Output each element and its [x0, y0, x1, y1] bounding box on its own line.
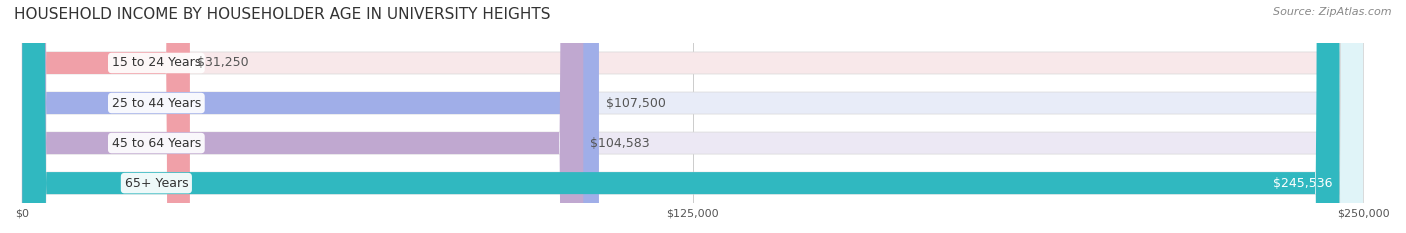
Text: $31,250: $31,250: [197, 56, 249, 69]
FancyBboxPatch shape: [22, 0, 1364, 233]
FancyBboxPatch shape: [22, 0, 1340, 233]
FancyBboxPatch shape: [22, 0, 1364, 233]
FancyBboxPatch shape: [22, 0, 1364, 233]
FancyBboxPatch shape: [22, 0, 599, 233]
FancyBboxPatch shape: [22, 0, 1364, 233]
Text: 15 to 24 Years: 15 to 24 Years: [111, 56, 201, 69]
Text: $245,536: $245,536: [1274, 177, 1333, 190]
Text: Source: ZipAtlas.com: Source: ZipAtlas.com: [1274, 7, 1392, 17]
Text: 65+ Years: 65+ Years: [125, 177, 188, 190]
Text: 45 to 64 Years: 45 to 64 Years: [111, 137, 201, 150]
Text: $107,500: $107,500: [606, 96, 665, 110]
Text: 25 to 44 Years: 25 to 44 Years: [111, 96, 201, 110]
Text: $104,583: $104,583: [591, 137, 650, 150]
FancyBboxPatch shape: [22, 0, 583, 233]
FancyBboxPatch shape: [22, 0, 190, 233]
Text: HOUSEHOLD INCOME BY HOUSEHOLDER AGE IN UNIVERSITY HEIGHTS: HOUSEHOLD INCOME BY HOUSEHOLDER AGE IN U…: [14, 7, 551, 22]
